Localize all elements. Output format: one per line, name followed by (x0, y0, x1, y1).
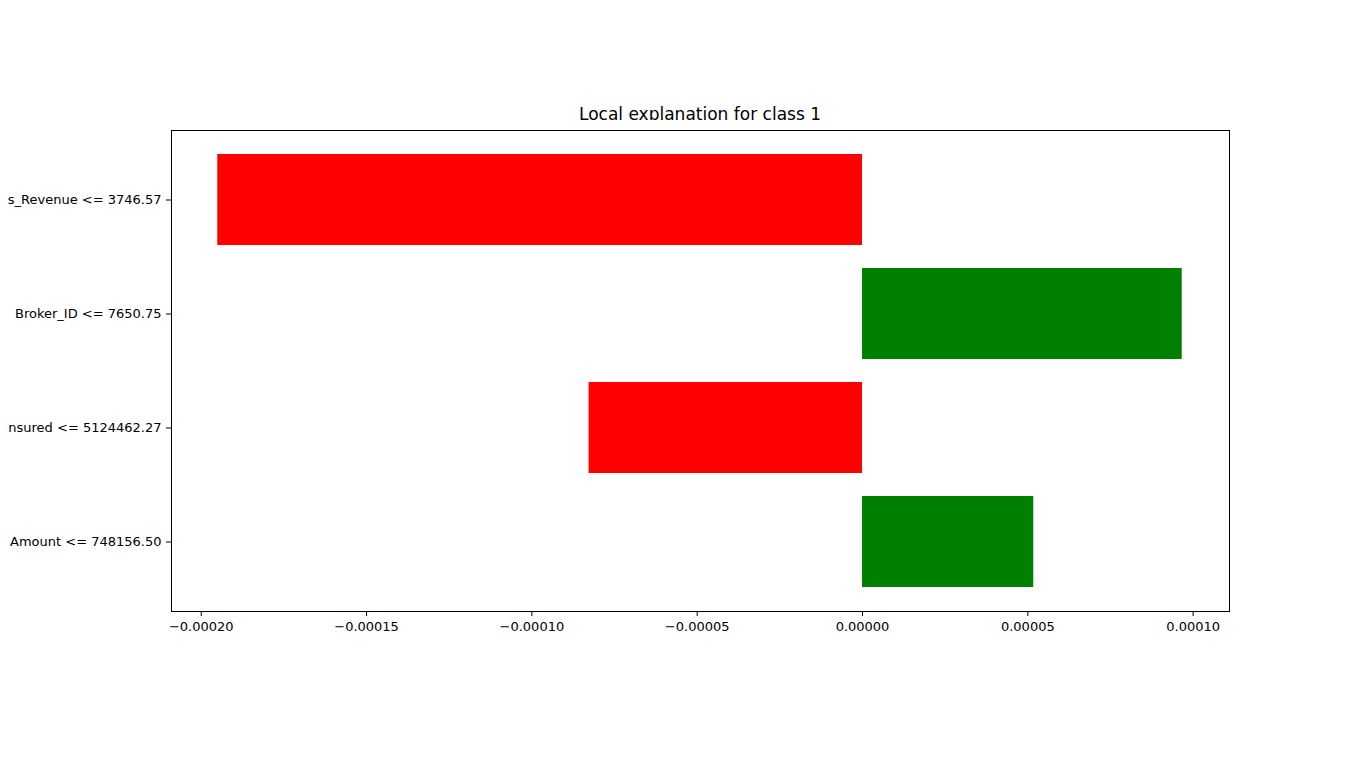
svg-text:−0.00010: −0.00010 (500, 619, 565, 634)
svg-text:−0.00005: −0.00005 (665, 619, 730, 634)
svg-text:nsured <= 5124462.27: nsured <= 5124462.27 (8, 420, 161, 435)
svg-text:0.00000: 0.00000 (836, 619, 890, 634)
svg-text:Broker_ID <= 7650.75: Broker_ID <= 7650.75 (15, 306, 162, 321)
svg-text:Amount <= 748156.50: Amount <= 748156.50 (10, 534, 161, 549)
svg-text:0.00010: 0.00010 (1166, 619, 1220, 634)
svg-text:s_Revenue <= 3746.57: s_Revenue <= 3746.57 (8, 192, 162, 207)
svg-text:−0.00015: −0.00015 (334, 619, 399, 634)
svg-text:0.00005: 0.00005 (1001, 619, 1055, 634)
html-text:Local explanation for class 1: Local explanation for class 1 (579, 104, 821, 124)
svg-text:−0.00020: −0.00020 (169, 619, 234, 634)
